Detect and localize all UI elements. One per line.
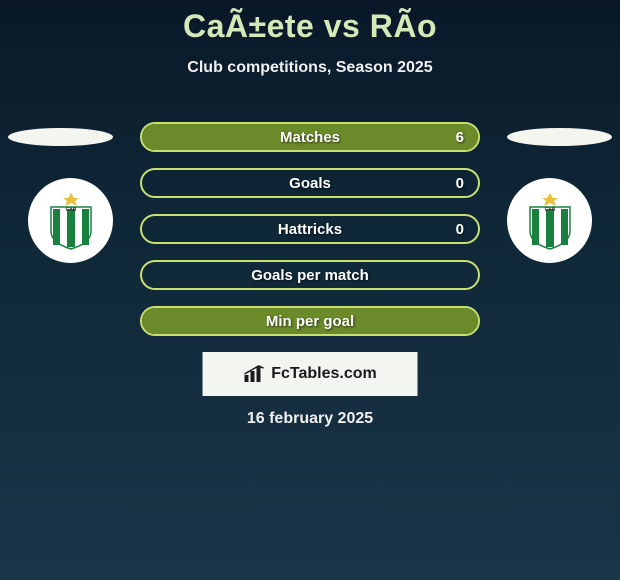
stat-label: Min per goal bbox=[266, 313, 354, 330]
stats-bars: Matches 6 Goals 0 Hattricks 0 Goals per … bbox=[140, 122, 480, 352]
player-right-ellipse bbox=[507, 128, 612, 146]
shield-icon: CAB bbox=[46, 191, 96, 251]
svg-text:CAB: CAB bbox=[65, 207, 76, 213]
stat-label: Matches bbox=[280, 129, 340, 146]
stat-row-hattricks: Hattricks 0 bbox=[140, 214, 480, 244]
stat-row-goals-per-match: Goals per match bbox=[140, 260, 480, 290]
fctables-label: FcTables.com bbox=[271, 365, 377, 383]
svg-text:CAB: CAB bbox=[544, 207, 555, 213]
stat-label: Goals bbox=[289, 175, 331, 192]
page-title: CaÃ±ete vs RÃ­o bbox=[0, 0, 620, 45]
date-label: 16 february 2025 bbox=[247, 410, 373, 428]
stat-value: 6 bbox=[456, 129, 464, 146]
player-left-ellipse bbox=[8, 128, 113, 146]
stat-label: Hattricks bbox=[278, 221, 342, 238]
team-badge-left: CAB bbox=[28, 178, 113, 263]
team-badge-right: CAB bbox=[507, 178, 592, 263]
stat-label: Goals per match bbox=[251, 267, 369, 284]
stat-row-min-per-goal: Min per goal bbox=[140, 306, 480, 336]
subtitle: Club competitions, Season 2025 bbox=[0, 59, 620, 77]
stat-row-matches: Matches 6 bbox=[140, 122, 480, 152]
shield-icon: CAB bbox=[525, 191, 575, 251]
bar-chart-icon bbox=[243, 365, 265, 383]
stat-value: 0 bbox=[456, 221, 464, 238]
stat-value: 0 bbox=[456, 175, 464, 192]
stat-row-goals: Goals 0 bbox=[140, 168, 480, 198]
fctables-watermark: FcTables.com bbox=[203, 352, 418, 396]
